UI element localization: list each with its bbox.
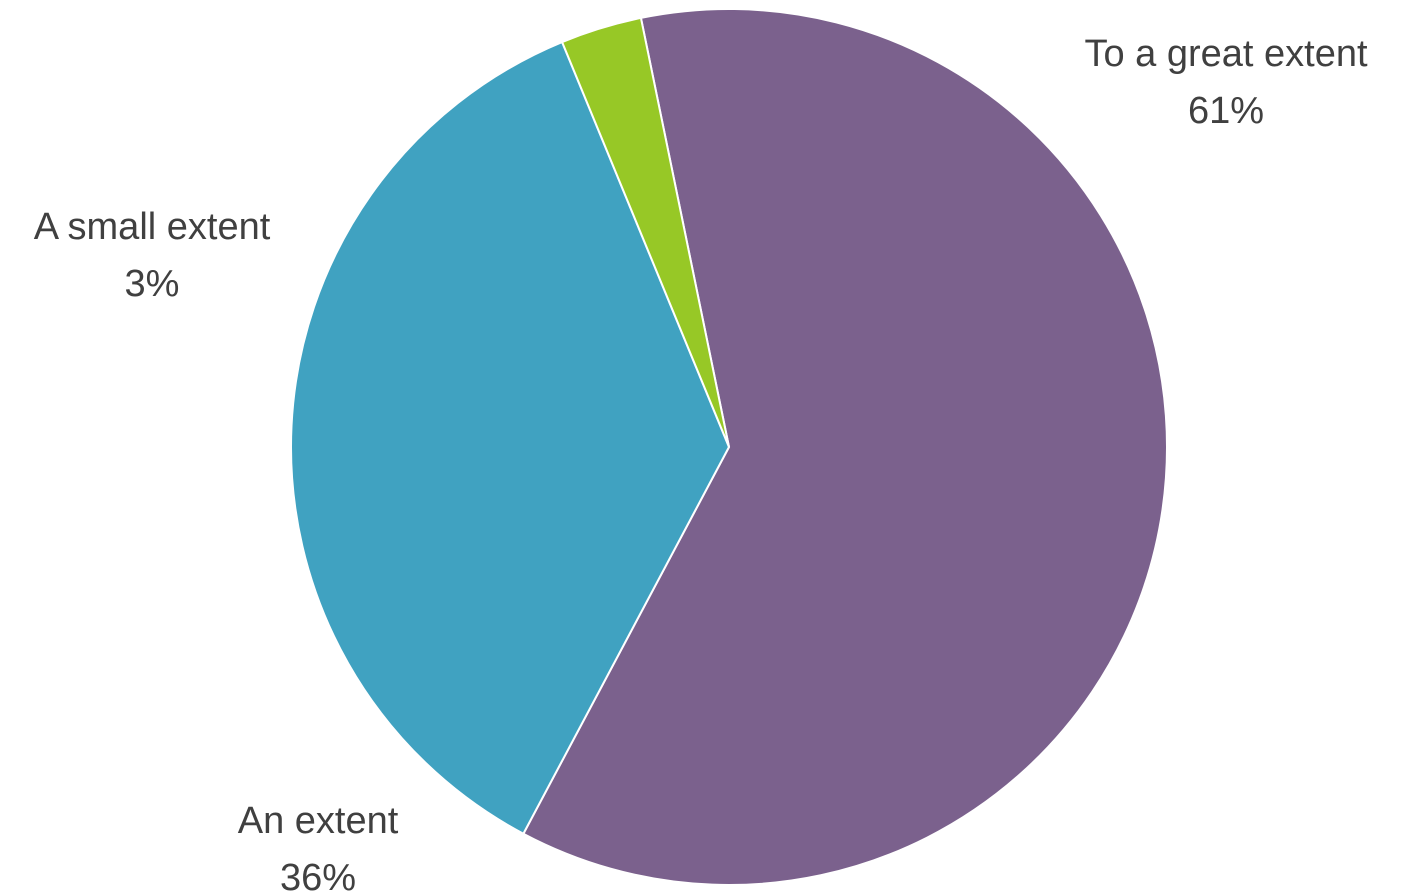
pie-slice-an-extent bbox=[290, 40, 731, 836]
slice-value-an-extent: 36% bbox=[280, 857, 356, 896]
slice-value-to-a-great-extent: 61% bbox=[1188, 90, 1264, 132]
slice-value-a-small-extent: 3% bbox=[125, 263, 180, 305]
slice-label-to-a-great-extent: To a great extent bbox=[1084, 33, 1368, 75]
pie-slice-a-small-extent bbox=[560, 16, 730, 448]
pie-slices bbox=[290, 8, 1169, 886]
label-an-extent: An extent 36% bbox=[238, 800, 399, 896]
slice-label-an-extent: An extent bbox=[238, 800, 399, 842]
slice-label-a-small-extent: A small extent bbox=[34, 206, 271, 248]
label-to-a-great-extent: To a great extent 61% bbox=[1084, 33, 1368, 132]
label-a-small-extent: A small extent 3% bbox=[34, 206, 271, 305]
